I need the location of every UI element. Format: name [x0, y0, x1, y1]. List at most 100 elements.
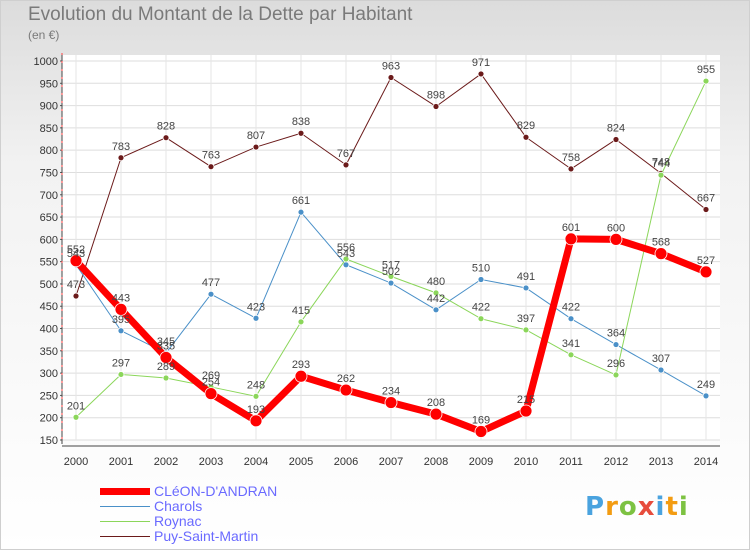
data-point-roynac [567, 351, 575, 359]
data-point-cl-on-d-andran [249, 414, 263, 428]
data-point-roynac [522, 326, 530, 334]
data-point-puy-saint-martin [117, 154, 125, 162]
data-point-puy-saint-martin [297, 129, 305, 137]
y-tick-label: 350 [40, 346, 58, 358]
y-tick-label: 250 [40, 390, 58, 402]
data-label-roynac: 397 [517, 313, 535, 325]
data-label-roynac: 297 [112, 357, 130, 369]
data-label-charols: 543 [67, 248, 85, 260]
legend-item-cl-on-d-andran: CLéON-D'ANDRAN [100, 484, 360, 499]
data-point-puy-saint-martin [387, 74, 395, 81]
data-point-roynac [72, 413, 80, 421]
data-label-roynac: 480 [427, 276, 445, 288]
logo-letter: t [665, 492, 679, 522]
data-label-cl-on-d-andran: 527 [697, 255, 715, 267]
y-tick-label: 850 [40, 123, 58, 135]
data-label-puy-saint-martin: 667 [697, 192, 715, 204]
data-point-cl-on-d-andran [519, 404, 533, 418]
data-point-cl-on-d-andran [159, 351, 173, 364]
data-point-roynac [477, 315, 485, 323]
data-label-charols: 491 [517, 271, 535, 283]
legend-swatch [100, 506, 150, 507]
data-label-cl-on-d-andran: 601 [562, 222, 580, 234]
x-tick-label: 2008 [424, 456, 448, 468]
data-point-charols [657, 366, 665, 374]
data-label-charols: 395 [112, 314, 130, 326]
data-point-roynac [702, 77, 710, 85]
data-label-roynac: 289 [157, 361, 175, 373]
legend-item-charols: Charols [100, 499, 360, 514]
data-label-roynac: 955 [697, 64, 715, 76]
x-tick-label: 2012 [604, 456, 628, 468]
y-tick-label: 450 [40, 301, 58, 313]
data-point-charols [612, 341, 620, 348]
data-label-roynac: 201 [67, 400, 85, 412]
data-point-puy-saint-martin [567, 165, 575, 173]
data-point-puy-saint-martin [162, 134, 170, 142]
y-tick-label: 700 [40, 190, 58, 202]
data-point-cl-on-d-andran [384, 396, 398, 409]
data-label-cl-on-d-andran: 552 [67, 244, 85, 256]
x-tick-label: 2007 [379, 456, 403, 468]
legend-label: Roynac [154, 513, 202, 529]
data-point-charols [117, 327, 125, 335]
data-point-charols [477, 276, 485, 283]
data-label-cl-on-d-andran: 335 [157, 341, 175, 353]
data-label-puy-saint-martin: 763 [202, 150, 220, 162]
data-label-roynac: 296 [607, 358, 625, 370]
data-point-cl-on-d-andran [429, 407, 443, 421]
data-point-charols [702, 392, 710, 400]
data-label-puy-saint-martin: 824 [607, 122, 625, 134]
data-point-charols [252, 314, 260, 322]
data-point-puy-saint-martin [477, 70, 485, 78]
data-point-cl-on-d-andran [69, 254, 83, 268]
data-point-cl-on-d-andran [294, 369, 308, 383]
logo-letter: x [637, 492, 656, 522]
logo-letter: i [678, 492, 689, 522]
data-point-puy-saint-martin [612, 136, 620, 143]
data-label-roynac: 269 [202, 370, 220, 382]
data-label-cl-on-d-andran: 443 [112, 292, 130, 304]
y-tick-label: 200 [40, 413, 58, 425]
logo-letter: o [618, 492, 638, 522]
data-label-cl-on-d-andran: 568 [652, 237, 670, 249]
data-point-cl-on-d-andran [564, 232, 578, 246]
y-tick-label: 950 [40, 78, 58, 90]
data-point-roynac [117, 371, 125, 378]
data-label-puy-saint-martin: 898 [427, 89, 445, 101]
data-label-charols: 510 [472, 262, 490, 274]
data-label-charols: 502 [382, 266, 400, 278]
data-label-charols: 423 [247, 301, 265, 313]
data-label-puy-saint-martin: 807 [247, 130, 265, 142]
data-label-cl-on-d-andran: 215 [517, 394, 535, 406]
data-label-puy-saint-martin: 783 [112, 141, 130, 153]
x-tick-label: 2004 [244, 456, 268, 468]
data-label-puy-saint-martin: 828 [157, 121, 175, 133]
logo-letter: r [605, 492, 619, 522]
x-tick-label: 2006 [334, 456, 358, 468]
y-tick-label: 500 [40, 279, 58, 291]
data-label-puy-saint-martin: 971 [472, 57, 490, 69]
data-point-charols [522, 284, 530, 292]
x-tick-label: 2003 [199, 456, 223, 468]
y-tick-label: 150 [40, 435, 58, 447]
y-tick-label: 1000 [34, 56, 58, 68]
data-label-cl-on-d-andran: 262 [337, 373, 355, 385]
data-label-puy-saint-martin: 758 [562, 152, 580, 164]
y-tick-label: 800 [40, 145, 58, 157]
y-tick-label: 650 [40, 212, 58, 224]
legend-label: Puy-Saint-Martin [154, 528, 259, 544]
data-label-charols: 422 [562, 302, 580, 314]
data-point-charols [387, 279, 395, 287]
data-point-roynac [162, 374, 170, 382]
logo-letter: i [655, 492, 666, 522]
y-tick-label: 750 [40, 167, 58, 179]
data-label-charols: 364 [607, 328, 625, 340]
legend-label: Charols [154, 498, 203, 514]
chart-title: Evolution du Montant de la Dette par Hab… [28, 4, 413, 25]
data-label-cl-on-d-andran: 169 [472, 415, 490, 427]
data-label-charols: 307 [652, 353, 670, 365]
data-label-cl-on-d-andran: 293 [292, 359, 310, 371]
data-label-roynac: 422 [472, 302, 490, 314]
